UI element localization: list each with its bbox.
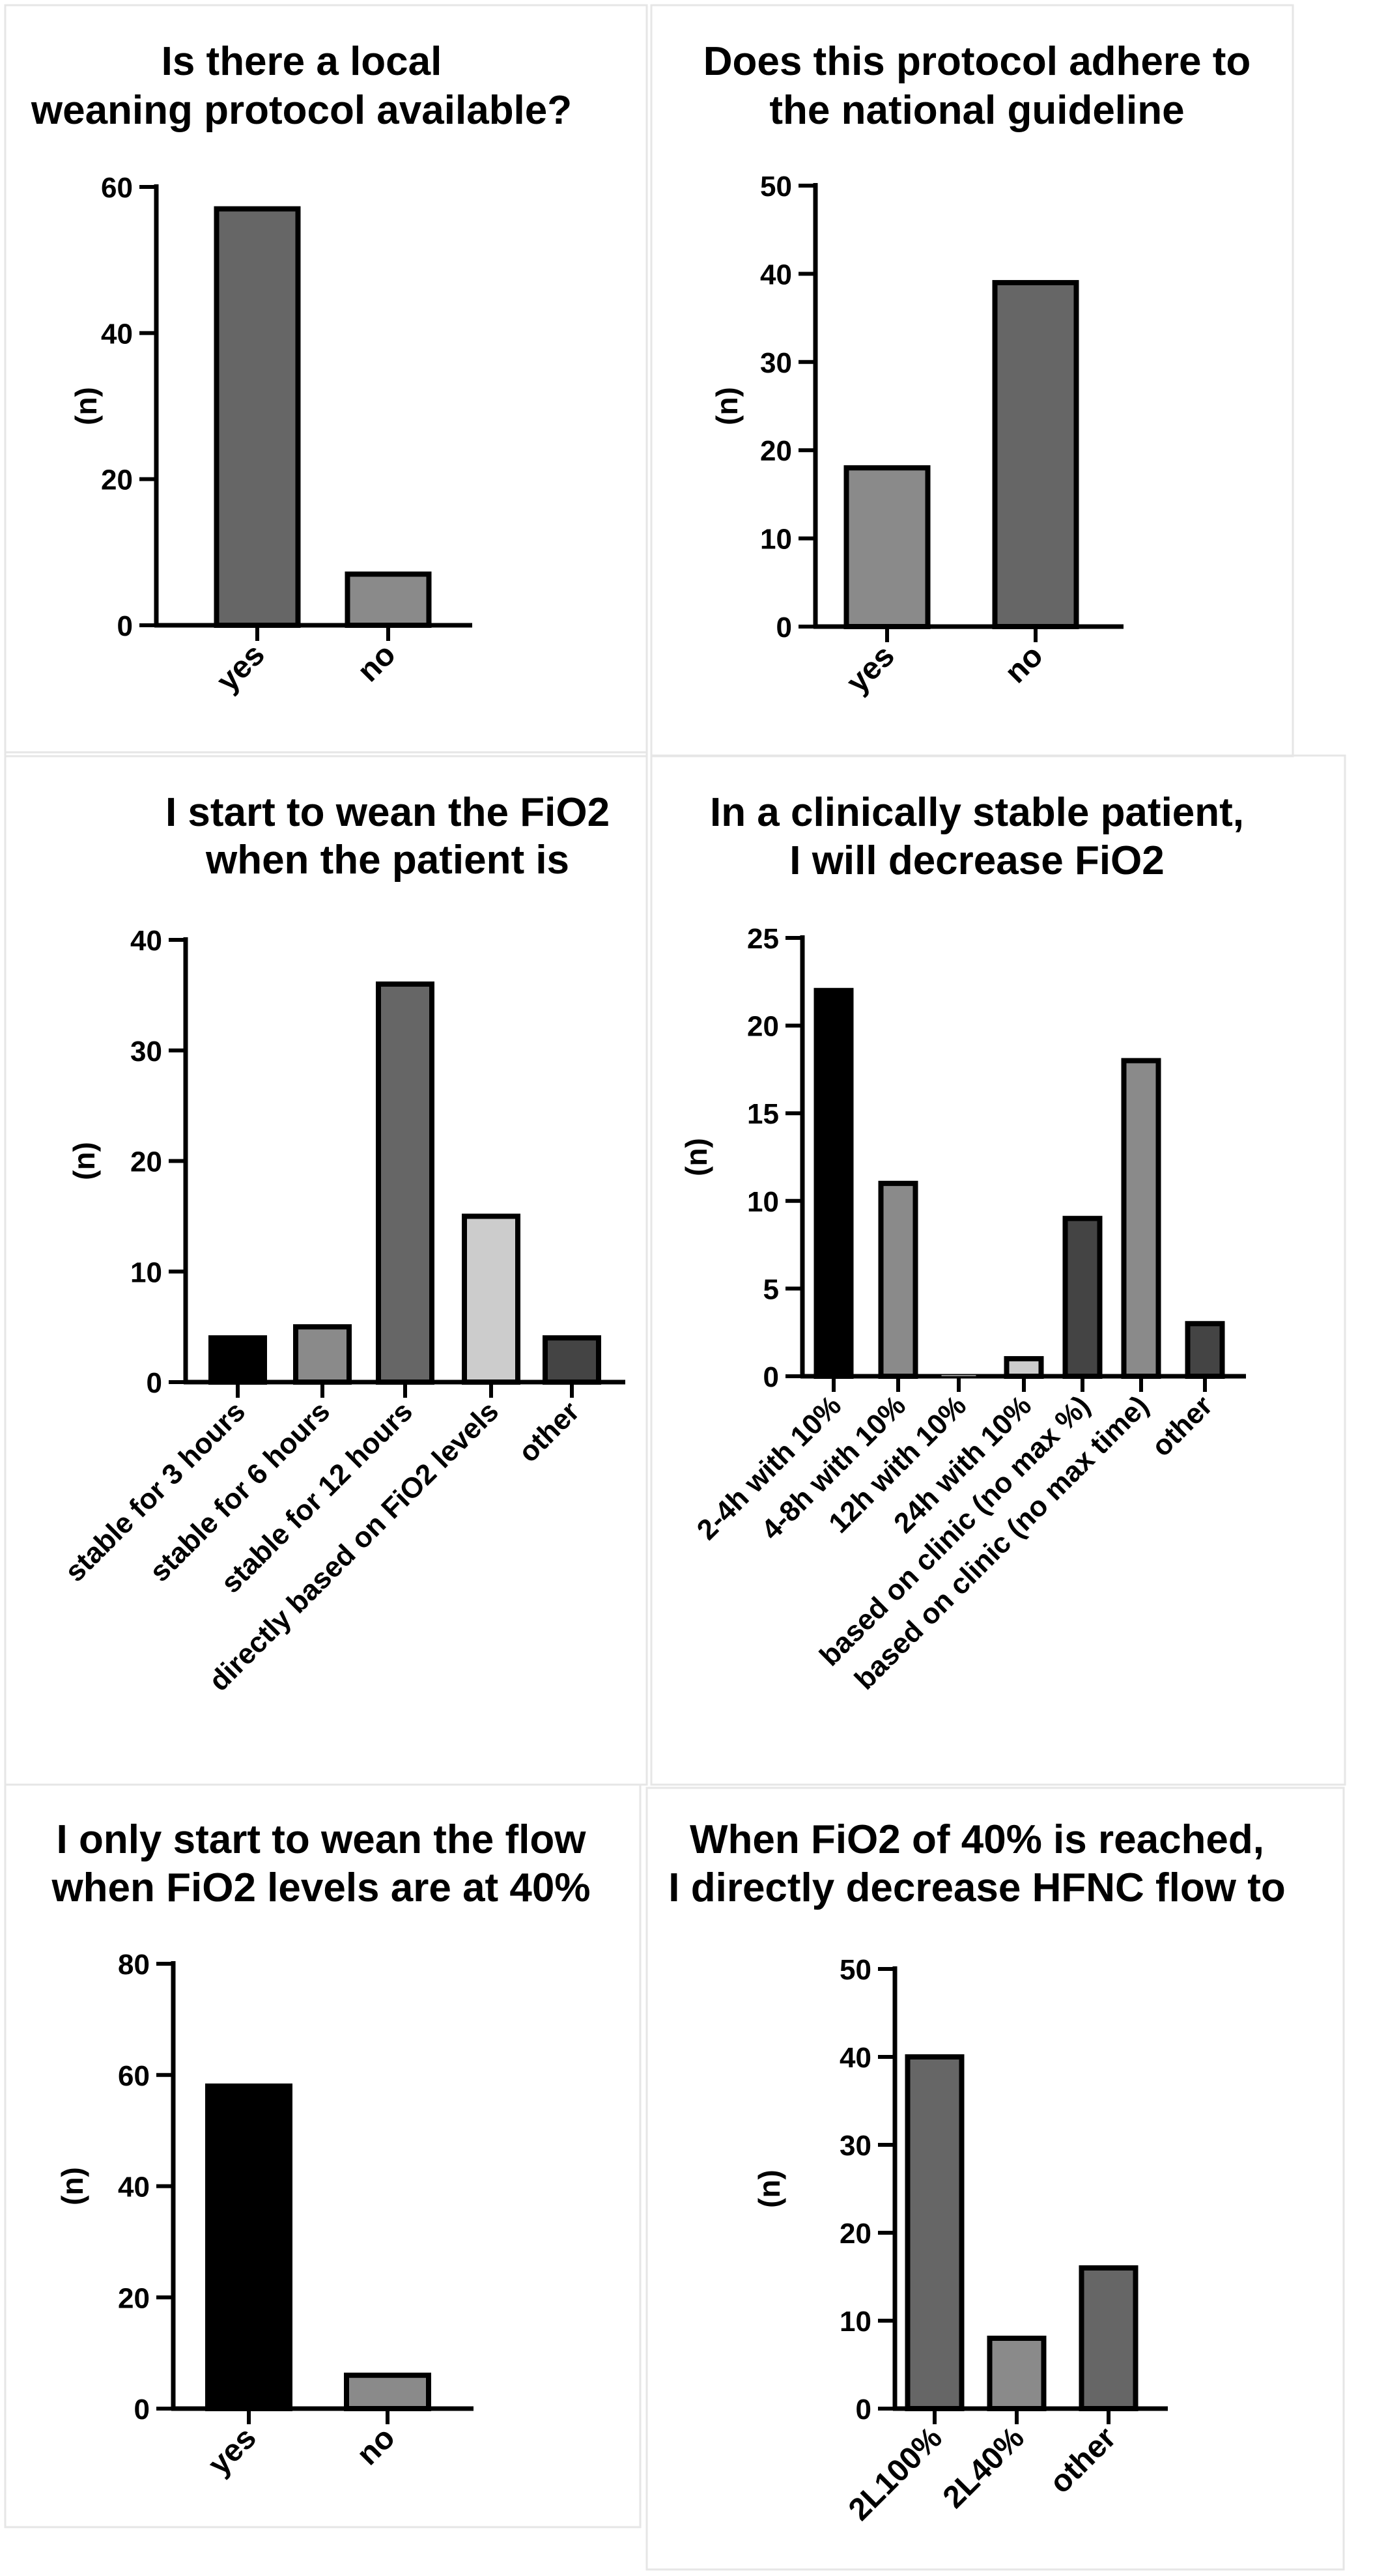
- y-tick-label: 20: [130, 1146, 162, 1178]
- bar-1: [905, 2054, 965, 2411]
- y-tick-label: 0: [776, 612, 792, 644]
- y-tick-label: 20: [118, 2282, 150, 2314]
- y-tick-label: 40: [118, 2172, 150, 2203]
- chart-title-line: I will decrease FiO2: [789, 838, 1165, 883]
- y-tick-label: 10: [840, 2306, 871, 2338]
- x-tick-label: yes: [840, 638, 901, 700]
- bar-3: [376, 981, 434, 1385]
- bar-5: [543, 1335, 601, 1385]
- chart-title-line: In a clinically stable patient,: [710, 790, 1244, 835]
- panel-border: [4, 4, 648, 757]
- bar-1: [843, 465, 931, 630]
- y-tick-label: 40: [130, 925, 162, 957]
- y-axis-label: (n): [679, 1138, 713, 1176]
- x-tick-label: other: [1146, 1389, 1219, 1462]
- bar-6: [1121, 1058, 1161, 1379]
- chart-title-line: when FiO2 levels are at 40%: [51, 1865, 590, 1910]
- chart-title-line: Is there a local: [162, 39, 442, 84]
- x-tick-label: 2L40%: [937, 2420, 1031, 2515]
- y-tick-label: 20: [840, 2218, 871, 2250]
- chart-panel-4: In a clinically stable patient,I will de…: [650, 754, 1346, 1786]
- y-tick-label: 20: [760, 435, 792, 467]
- y-tick-label: 20: [747, 1011, 779, 1043]
- bar-2: [344, 2372, 431, 2411]
- bar-2: [987, 2336, 1047, 2411]
- chart-title-line: the national guideline: [769, 88, 1184, 133]
- chart-title-line: I directly decrease HFNC flow to: [668, 1865, 1285, 1910]
- y-axis-label: (n): [710, 387, 744, 425]
- chart-panel-6: When FiO2 of 40% is reached,I directly d…: [645, 1787, 1345, 2571]
- bar-2: [878, 1180, 918, 1379]
- bar-1: [214, 206, 301, 628]
- panel-border: [4, 751, 648, 1786]
- y-tick-label: 60: [101, 172, 133, 204]
- chart-title-line: weaning protocol available?: [31, 88, 572, 133]
- y-axis-label: (n): [69, 387, 103, 425]
- bar-5: [1062, 1215, 1103, 1379]
- y-tick-label: 60: [118, 2060, 150, 2092]
- y-tick-label: 30: [840, 2130, 871, 2162]
- chart-title-line: I start to wean the FiO2: [165, 790, 610, 835]
- y-tick-label: 50: [760, 171, 792, 203]
- bar-2: [992, 279, 1079, 629]
- y-tick-label: 40: [101, 318, 133, 350]
- y-tick-label: 0: [763, 1361, 779, 1393]
- x-tick-label: yes: [202, 2420, 263, 2482]
- y-tick-label: 30: [130, 1036, 162, 1068]
- panel-border: [650, 754, 1346, 1786]
- x-tick-label: other: [1043, 2420, 1122, 2500]
- y-tick-label: 40: [760, 259, 792, 290]
- bar-2: [293, 1324, 352, 1385]
- y-tick-label: 10: [760, 524, 792, 556]
- bar-3: [941, 1375, 976, 1376]
- y-tick-label: 30: [760, 347, 792, 379]
- chart-title-line: Does this protocol adhere to: [703, 39, 1251, 84]
- bar-1: [205, 2083, 292, 2411]
- y-axis-label: (n): [67, 1142, 101, 1180]
- y-axis-label: (n): [55, 2167, 89, 2205]
- chart-title-line: I only start to wean the flow: [57, 1817, 587, 1862]
- y-tick-label: 10: [130, 1256, 162, 1288]
- y-tick-label: 5: [763, 1273, 779, 1305]
- y-tick-label: 20: [101, 464, 133, 496]
- chart-title-line: When FiO2 of 40% is reached,: [690, 1817, 1264, 1862]
- bar-4: [462, 1213, 520, 1385]
- y-tick-label: 0: [134, 2394, 150, 2426]
- bar-1: [813, 987, 854, 1379]
- chart-title-line: when the patient is: [205, 838, 569, 883]
- y-axis-label: (n): [752, 2170, 786, 2208]
- bar-3: [1079, 2265, 1138, 2411]
- bar-4: [1004, 1356, 1044, 1380]
- x-tick-label: 2L100%: [842, 2420, 949, 2527]
- x-tick-label: no: [998, 638, 1050, 690]
- y-tick-label: 15: [747, 1098, 779, 1130]
- y-tick-label: 40: [840, 2042, 871, 2074]
- bar-2: [345, 571, 432, 629]
- bar-1: [208, 1335, 267, 1385]
- x-tick-label: no: [350, 2420, 402, 2472]
- y-tick-label: 0: [147, 1367, 162, 1399]
- y-tick-label: 0: [117, 610, 133, 642]
- y-tick-label: 10: [747, 1186, 779, 1218]
- bar-7: [1185, 1321, 1225, 1379]
- y-tick-label: 0: [856, 2394, 871, 2426]
- x-tick-label: yes: [210, 637, 272, 698]
- y-tick-label: 25: [747, 923, 779, 955]
- panel-border: [4, 1783, 642, 2528]
- x-tick-label: other: [513, 1395, 586, 1468]
- y-tick-label: 80: [118, 1949, 150, 1981]
- panel-border: [645, 1787, 1345, 2571]
- x-tick-label: no: [351, 637, 403, 688]
- y-tick-label: 50: [840, 1954, 871, 1986]
